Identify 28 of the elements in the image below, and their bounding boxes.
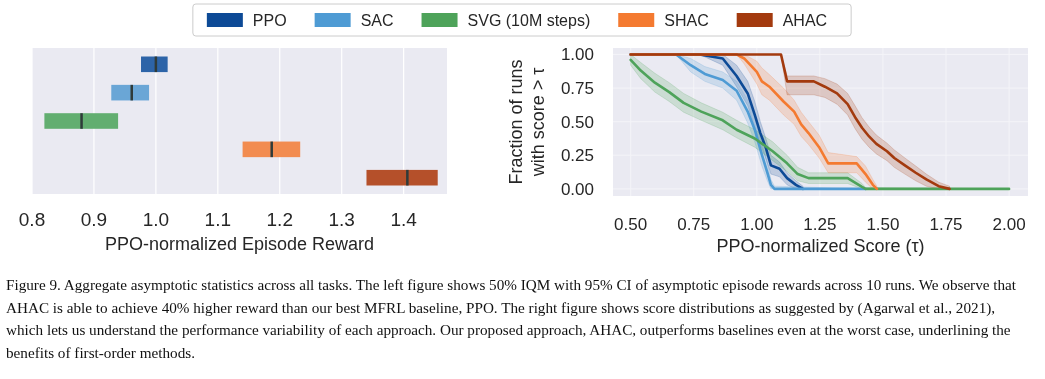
x-tick-label: 1.0	[142, 209, 170, 230]
x-axis-title: PPO-normalized Episode Reward	[104, 234, 375, 254]
x-tick-label: 1.1	[204, 209, 232, 230]
x-tick-label: 0.8	[18, 209, 46, 230]
x-tick-label: 1.75	[929, 215, 963, 234]
x-tick-label: 0.75	[677, 215, 711, 234]
caption: Figure 9. Aggregate asymptotic statistics across all tasks. The left figure shows 50% IQM with 95% CI of asymptotic episode rewards across 10 runs. We observe that AHAC is able to achieve 40% higher reward than our best MFRL baseline, PPO. The right figure shows score distributions as suggested by (Agarwal et al., 2021), which lets us understand the performance variability of each approach. Our proposed approach, AHAC, outperforms baselines even at the worst case, underlining the benefits of first-order methods.	[6, 276, 1017, 361]
x-tick-label: 0.9	[80, 209, 108, 230]
x-axis-title: PPO-normalized Score (τ)	[716, 236, 925, 256]
legend-label: AHAC	[782, 12, 828, 29]
x-tick-label: 1.4	[390, 209, 418, 230]
legend-label: SAC	[360, 12, 394, 29]
y-tick-label: 1.00	[560, 45, 594, 65]
y-tick-label: 0.50	[560, 112, 594, 132]
y-axis-title: Fraction of runs with score > τ	[506, 59, 548, 185]
x-tick-label: 1.50	[866, 215, 900, 234]
x-tick-label: 1.25	[803, 215, 837, 234]
y-tick-label: 0.25	[560, 146, 594, 166]
legend-label: PPO	[252, 12, 287, 29]
x-tick-label: 1.3	[328, 209, 355, 230]
x-tick-label: 0.50	[614, 215, 648, 234]
x-tick-label: 1.00	[740, 215, 774, 234]
x-tick-label: 1.2	[266, 209, 293, 230]
y-tick-label: 0.00	[560, 179, 594, 199]
legend-label: SVG (10M steps)	[467, 12, 591, 29]
x-tick-label: 2.00	[992, 215, 1026, 234]
y-tick-label: 0.75	[560, 79, 594, 99]
legend-label: SHAC	[664, 12, 709, 29]
